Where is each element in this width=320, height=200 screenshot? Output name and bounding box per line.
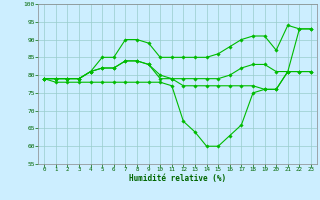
X-axis label: Humidité relative (%): Humidité relative (%)	[129, 174, 226, 183]
